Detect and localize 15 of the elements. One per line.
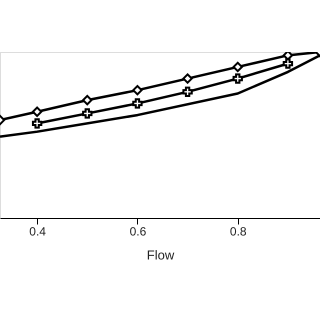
x-axis-title: Flow [146,248,175,262]
point [82,108,92,119]
point [32,118,42,129]
x-tick-label: 0.8 [230,224,247,238]
point [32,106,42,117]
point [132,84,143,96]
point [132,98,143,109]
point [82,94,92,106]
point [182,73,193,84]
point [232,73,243,84]
x-tick-label: 0.6 [130,224,147,238]
point [232,62,243,72]
x-tick-label: 0.4 [29,224,46,238]
point [182,86,193,98]
point [282,58,294,69]
